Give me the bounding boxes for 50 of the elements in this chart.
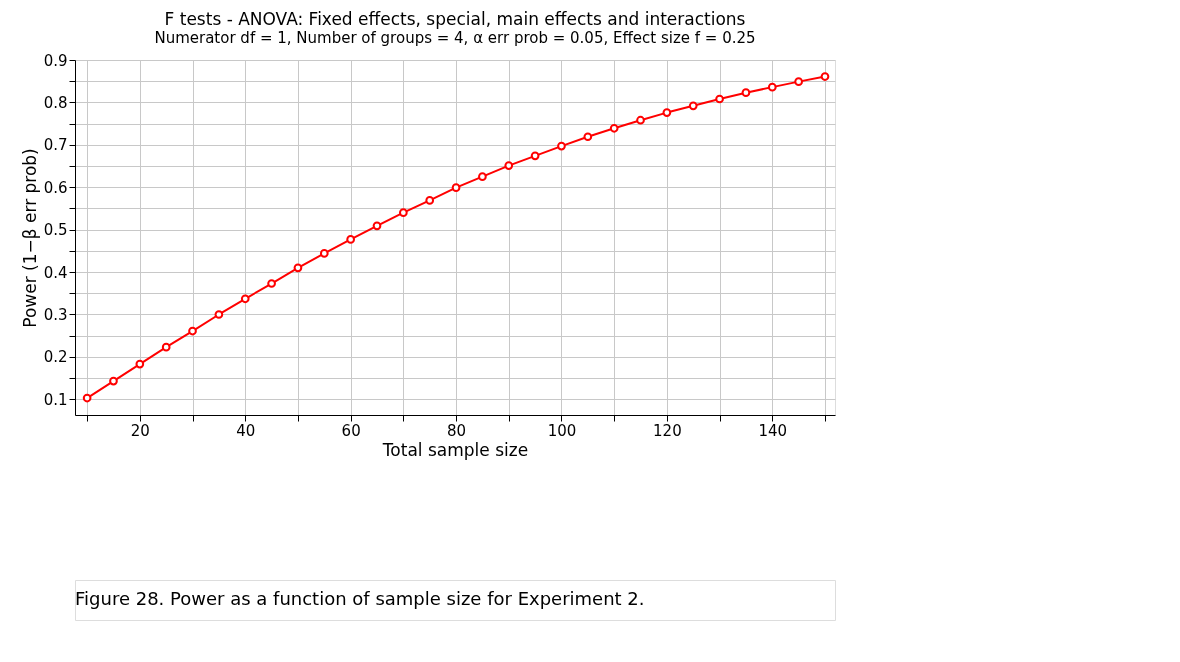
point (135, 359, 145, 369)
x-axis-title: Total sample size (381, 439, 529, 460)
point (399, 208, 408, 218)
y-tick-label: 0.3 (43, 305, 68, 324)
y-tick-label: 0.4 (43, 263, 68, 282)
point (346, 235, 355, 244)
point (451, 183, 461, 193)
y-tick-label: 0.2 (43, 348, 68, 367)
point (240, 294, 250, 304)
chart-title: F tests - ANOVA: Fixed effects, special, main effects and interactions (164, 9, 746, 29)
point (425, 196, 435, 205)
point (609, 123, 619, 133)
caption: Figure 28. Power as a function of sample size for Experiment 2. (75, 588, 645, 609)
point (161, 342, 171, 352)
point (82, 393, 92, 403)
y-tick-label: 0.9 (43, 51, 68, 70)
chart-subtitle: Numerator df = 1, Number of groups = 4, α err prob = 0.05, Effect size f = 0.25 (154, 29, 756, 47)
point (557, 141, 566, 151)
point (188, 326, 197, 336)
y-tick-label: 0.1 (43, 390, 68, 409)
point (478, 172, 487, 181)
point (530, 151, 540, 161)
point (214, 310, 224, 319)
x-tick-label: 40 (236, 421, 256, 440)
point (267, 279, 276, 288)
point (741, 88, 751, 98)
point (794, 77, 803, 86)
y-tick-label: 0.6 (43, 178, 68, 197)
y-tick-label: 0.7 (43, 136, 68, 155)
point (688, 101, 698, 111)
point (662, 108, 672, 117)
y-tick-label: 0.5 (43, 221, 68, 240)
x-tick-label: 80 (447, 421, 467, 440)
point (636, 115, 645, 125)
point (109, 376, 118, 386)
point (372, 221, 382, 231)
x-tick-label: 60 (341, 421, 361, 440)
y-axis-title: Power (1−β err prob) (19, 148, 40, 328)
point (293, 263, 303, 273)
x-tick-label: 20 (130, 421, 150, 440)
point (820, 72, 830, 81)
point (504, 161, 514, 170)
point (319, 249, 329, 258)
x-tick-label: 140 (758, 421, 788, 440)
x-tick-label: 100 (547, 421, 577, 440)
point (715, 94, 724, 104)
x-tick-label: 120 (653, 421, 682, 440)
y-tick-label: 0.8 (43, 93, 68, 112)
point (583, 132, 593, 142)
point (767, 82, 777, 92)
